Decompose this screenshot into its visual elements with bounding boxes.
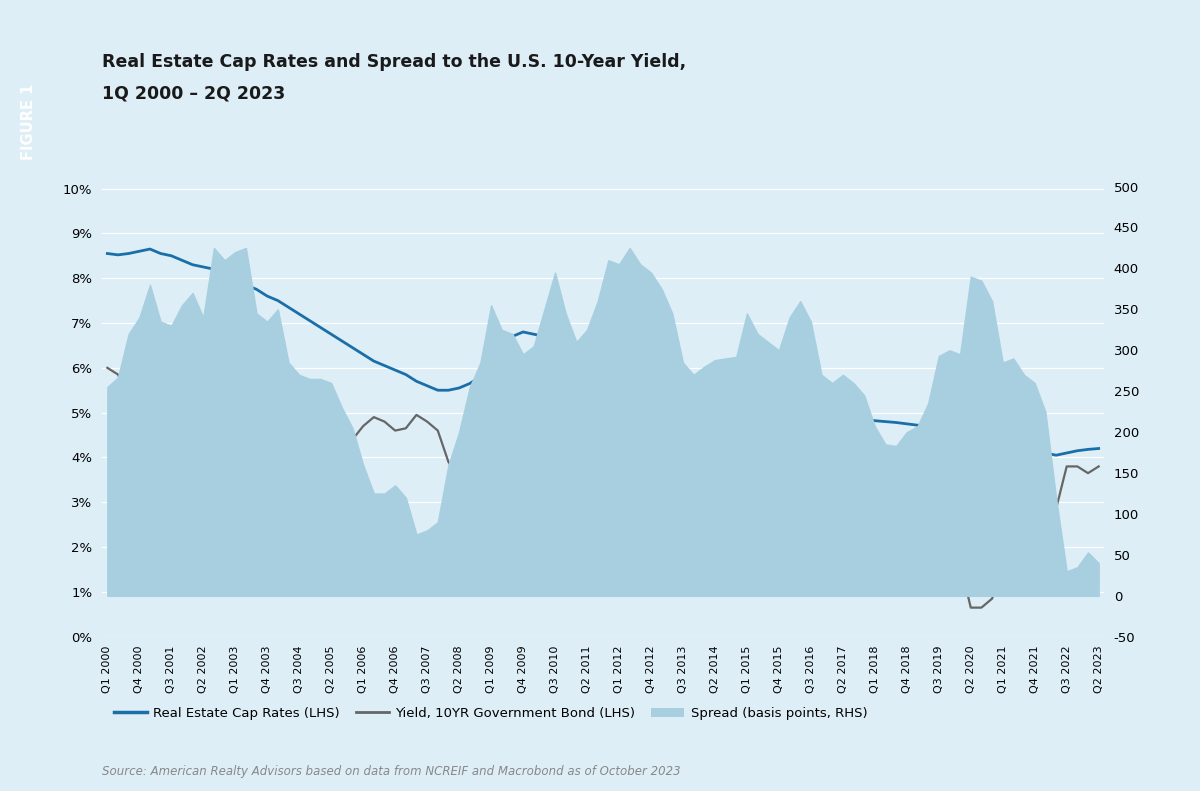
Text: Source: American Realty Advisors based on data from NCREIF and Macrobond as of O: Source: American Realty Advisors based o…	[102, 765, 680, 778]
Text: Real Estate Cap Rates and Spread to the U.S. 10-Year Yield,: Real Estate Cap Rates and Spread to the …	[102, 53, 686, 71]
Legend: Real Estate Cap Rates (LHS), Yield, 10YR Government Bond (LHS), Spread (basis po: Real Estate Cap Rates (LHS), Yield, 10YR…	[108, 702, 872, 725]
Text: 1Q 2000 – 2Q 2023: 1Q 2000 – 2Q 2023	[102, 85, 286, 103]
Text: FIGURE 1: FIGURE 1	[22, 84, 36, 160]
